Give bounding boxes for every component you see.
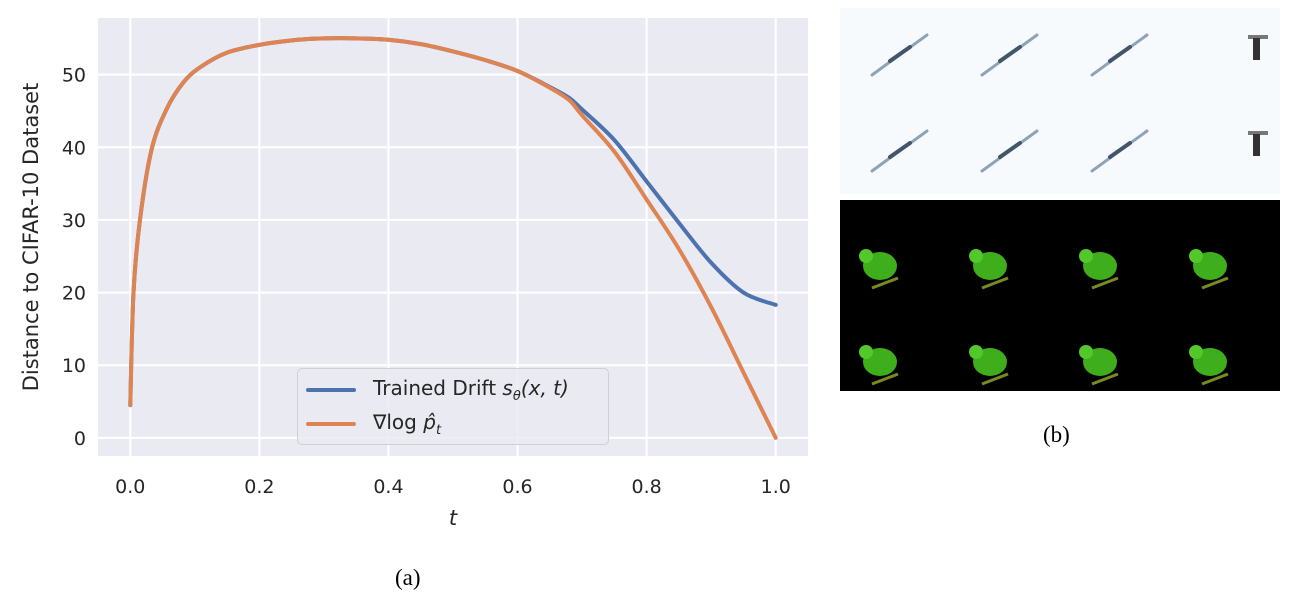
frog-thumbnail-head <box>1079 345 1093 359</box>
frog-thumbnail-leg <box>871 276 899 290</box>
frog-thumbnail-leg <box>871 372 899 386</box>
x-tick-label: 1.0 <box>761 476 791 498</box>
x-tick-label: 0.2 <box>244 476 274 498</box>
frog-thumbnail-leg <box>1201 372 1229 386</box>
x-tick-label: 0.6 <box>502 476 532 498</box>
x-axis-label: t <box>449 506 458 530</box>
grid <box>98 18 808 456</box>
frog-thumbnail-head <box>859 345 873 359</box>
airplane-samples-panel <box>840 8 1280 194</box>
y-tick-labels: 0 10 20 30 40 50 <box>62 65 86 450</box>
caption-a: (a) <box>395 565 421 590</box>
legend-item-trained-drift: Trained Drift sθ(x, t) <box>298 375 569 405</box>
frog-thumbnail-head <box>859 249 873 263</box>
x-tick-label: 0.8 <box>632 476 662 498</box>
legend: Trained Drift sθ(x, t) ∇log p̂t <box>297 368 609 445</box>
x-tick-label: 0.0 <box>115 476 145 498</box>
y-tick-label: 0 <box>74 428 86 450</box>
x-tick-label: 0.4 <box>373 476 403 498</box>
legend-swatch-blue <box>306 388 356 392</box>
legend-label: Trained Drift sθ(x, t) <box>373 376 569 404</box>
y-tick-label: 20 <box>62 283 86 305</box>
object-thumbnail <box>1248 131 1268 135</box>
series-line-grad-log-p <box>128 36 778 440</box>
airplane-thumbnail-body <box>888 141 912 159</box>
frog-thumbnail-leg <box>981 276 1009 290</box>
y-tick-label: 40 <box>62 137 86 159</box>
frog-samples-panel <box>840 200 1280 391</box>
y-axis-label: Distance to CIFAR-10 Dataset <box>19 83 43 392</box>
airplane-thumbnail-body <box>998 141 1022 159</box>
airplane-thumbnail-body <box>1108 45 1132 63</box>
object-thumbnail <box>1248 35 1268 39</box>
y-tick-label: 30 <box>62 210 86 232</box>
frog-thumbnail-head <box>1189 345 1203 359</box>
y-tick-label: 10 <box>62 355 86 377</box>
series-lines <box>128 36 778 440</box>
frog-thumbnail-head <box>1079 249 1093 263</box>
frog-thumbnail-leg <box>1091 372 1119 386</box>
object-thumbnail-stem <box>1253 134 1260 156</box>
airplane-thumbnail-body <box>888 45 912 63</box>
frog-thumbnail-leg <box>1091 276 1119 290</box>
caption-b: (b) <box>1043 422 1070 447</box>
airplane-thumbnail-body <box>998 45 1022 63</box>
frog-thumbnail-head <box>1189 249 1203 263</box>
legend-label: ∇log p̂t <box>373 410 442 438</box>
y-tick-label: 50 <box>62 65 86 87</box>
frog-thumbnail-leg <box>981 372 1009 386</box>
legend-item-grad-log-p: ∇log p̂t <box>298 409 441 439</box>
airplane-thumbnail-body <box>1108 141 1132 159</box>
object-thumbnail-stem <box>1253 38 1260 60</box>
frog-thumbnail-head <box>969 249 983 263</box>
x-tick-labels: 0.0 0.2 0.4 0.6 0.8 1.0 <box>115 476 791 498</box>
frog-thumbnail-leg <box>1201 276 1229 290</box>
legend-swatch-orange <box>306 422 356 426</box>
frog-thumbnail-head <box>969 345 983 359</box>
